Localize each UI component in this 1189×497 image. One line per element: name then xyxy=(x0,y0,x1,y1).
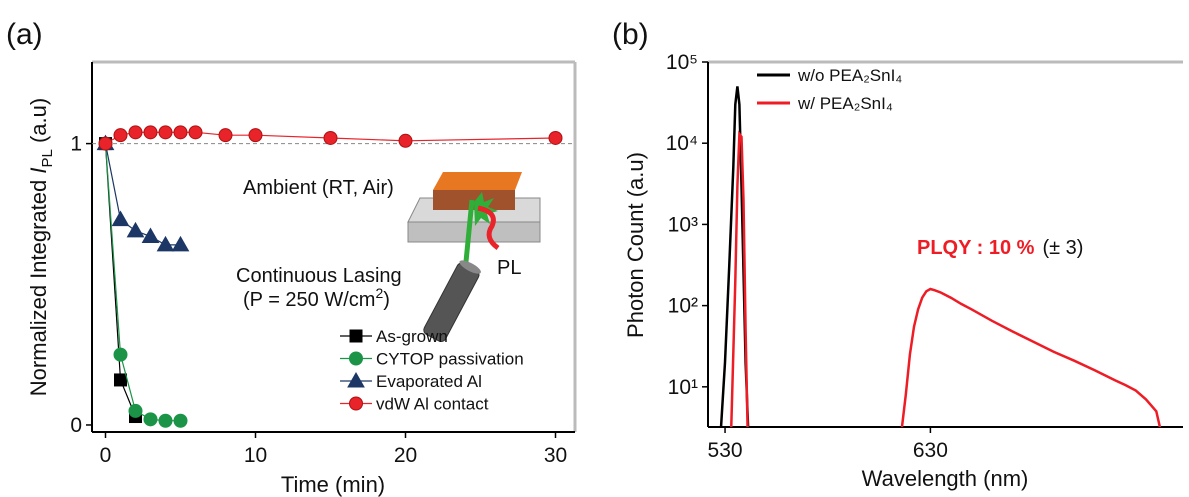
y-axis-label: Photon Count (a.u) xyxy=(623,152,648,338)
marker xyxy=(114,373,127,387)
series-line xyxy=(719,86,750,427)
legend-label: Evaporated Al xyxy=(376,372,482,391)
marker xyxy=(158,413,173,428)
y-label-symbol: I xyxy=(26,168,51,174)
marker xyxy=(156,235,175,252)
marker xyxy=(143,125,158,140)
x-axis-label: Wavelength (nm) xyxy=(862,466,1029,491)
x-tick-label: 530 xyxy=(708,439,743,462)
series-line xyxy=(104,143,181,246)
device-illustration xyxy=(407,172,541,343)
marker xyxy=(323,130,338,145)
marker xyxy=(158,125,173,140)
marker xyxy=(548,130,563,145)
marker xyxy=(218,128,233,143)
legend-label: w/o PEA₂SnI₄ xyxy=(797,66,902,85)
y-tick-label: 10² xyxy=(668,295,698,318)
marker xyxy=(173,413,188,428)
marker xyxy=(347,371,365,388)
y-axis-label: Normalized Integrated IPL (a.u) xyxy=(26,98,56,396)
y-tick-label: 10⁵ xyxy=(666,51,698,74)
marker xyxy=(171,235,190,252)
annotation: PL xyxy=(497,257,521,279)
x-tick-label: 30 xyxy=(544,444,567,467)
y-label-text: Normalized Integrated xyxy=(26,174,51,397)
x-tick-label: 0 xyxy=(100,444,112,467)
marker xyxy=(188,125,203,140)
marker xyxy=(113,128,128,143)
marker xyxy=(248,128,263,143)
series-line xyxy=(730,130,1162,427)
annotation: Ambient (RT, Air) xyxy=(243,177,394,199)
annotation: PLQY : 10 % (± 3) xyxy=(917,237,1083,259)
marker xyxy=(143,412,158,427)
legend-label: w/ PEA₂SnI₄ xyxy=(797,94,893,113)
annotation: (P = 250 W/cm2) xyxy=(243,285,390,311)
marker xyxy=(113,347,128,362)
x-axis-label: Time (min) xyxy=(281,472,385,497)
marker xyxy=(126,221,145,238)
marker xyxy=(173,125,188,140)
y-label-text: (a.u) xyxy=(26,98,51,149)
marker xyxy=(111,210,130,227)
annotation-superscript: 2 xyxy=(375,285,383,301)
y-label-subscript: PL xyxy=(39,149,56,167)
y-tick-label: 10¹ xyxy=(668,376,698,399)
marker xyxy=(349,396,363,411)
panel-label: (b) xyxy=(612,18,649,51)
annotation: Continuous Lasing xyxy=(236,265,402,287)
marker xyxy=(98,136,113,151)
y-tick-label: 10⁴ xyxy=(666,132,698,155)
annotation-text: (P = 250 W/cm xyxy=(243,289,375,311)
marker xyxy=(398,133,413,148)
marker xyxy=(141,227,160,243)
plot-area xyxy=(719,86,1162,427)
x-tick-label: 630 xyxy=(913,439,948,462)
x-tick-label: 20 xyxy=(394,444,417,467)
plqy: PLQY : 10 % xyxy=(917,237,1035,259)
legend-label: vdW Al contact xyxy=(376,395,489,414)
marker xyxy=(128,125,143,140)
x-tick-label: 10 xyxy=(244,444,267,467)
y-tick-label: 1 xyxy=(70,133,82,156)
y-tick-label: 0 xyxy=(70,414,82,437)
y-tick-label: 10³ xyxy=(668,213,698,236)
marker xyxy=(128,403,143,418)
legend-label: As-grown xyxy=(376,327,448,346)
marker xyxy=(349,351,363,366)
marker xyxy=(349,329,363,343)
plqy-error: (± 3) xyxy=(1042,237,1083,259)
legend-label: CYTOP passivation xyxy=(376,350,524,369)
annotation-text: ) xyxy=(383,289,390,311)
panel-label: (a) xyxy=(6,18,43,51)
